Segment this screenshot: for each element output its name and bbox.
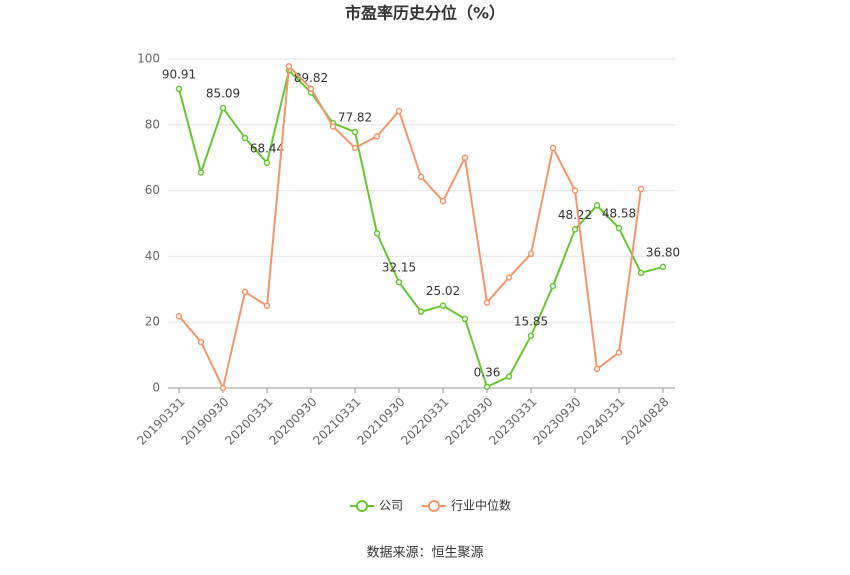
data-point — [329, 123, 337, 130]
data-point — [549, 144, 557, 152]
data-point — [461, 315, 469, 323]
data-point — [527, 332, 535, 340]
data-point — [439, 197, 447, 205]
data-point — [615, 349, 623, 356]
y-tick-label: 20 — [145, 315, 160, 329]
data-point — [637, 269, 645, 277]
data-point — [593, 202, 601, 209]
data-point — [285, 62, 293, 70]
data-point — [417, 173, 425, 181]
data-point — [373, 230, 381, 237]
data-label: 90.91 — [162, 67, 196, 81]
data-point — [241, 134, 249, 142]
data-point — [417, 308, 425, 315]
data-point — [527, 250, 535, 258]
chart-title: 市盈率历史分位（%） — [345, 4, 505, 23]
data-label: 68.44 — [250, 141, 284, 155]
series-line — [178, 63, 642, 392]
data-point — [241, 288, 249, 296]
data-label: 89.82 — [294, 71, 328, 85]
data-point — [395, 278, 403, 286]
data-point — [351, 128, 359, 136]
y-tick-label: 0 — [152, 381, 160, 395]
data-point — [395, 107, 403, 115]
data-point — [615, 224, 623, 232]
data-label: 36.80 — [646, 245, 680, 259]
data-point — [263, 159, 271, 167]
data-label: 48.22 — [558, 208, 592, 222]
data-point — [219, 104, 227, 112]
y-tick-label: 80 — [145, 117, 160, 131]
data-point — [219, 384, 227, 392]
legend-label: 公司 — [379, 499, 403, 513]
data-point — [593, 365, 601, 373]
data-point — [483, 299, 491, 306]
legend-marker — [428, 500, 440, 512]
y-tick-label: 100 — [137, 52, 160, 66]
data-label: 32.15 — [382, 261, 416, 275]
data-label: 77.82 — [338, 110, 372, 124]
data-point — [483, 383, 491, 391]
data-point — [461, 154, 469, 161]
data-point — [351, 144, 359, 152]
data-point — [197, 169, 205, 176]
data-point — [197, 338, 205, 346]
legend-label: 行业中位数 — [451, 498, 511, 513]
data-point — [439, 302, 447, 309]
source: 数据来源：恒生聚源 — [366, 546, 483, 561]
data-label: 25.02 — [426, 284, 460, 298]
data-label: 48.58 — [602, 207, 636, 221]
data-point — [505, 373, 513, 380]
data-label: 15.85 — [514, 314, 548, 328]
data-point — [373, 133, 381, 140]
data-point — [571, 187, 579, 194]
y-tick-label: 40 — [145, 249, 160, 263]
data-point — [659, 263, 667, 271]
data-point — [307, 85, 315, 92]
data-point — [549, 282, 557, 290]
legend-marker — [356, 500, 368, 512]
x-tick-label: 20240828 — [619, 395, 672, 448]
data-point — [637, 185, 645, 193]
data-point — [505, 274, 513, 281]
data-point — [175, 313, 183, 320]
data-point — [571, 226, 579, 233]
y-tick-label: 60 — [145, 183, 160, 197]
series-line — [178, 68, 664, 389]
data-label: 85.09 — [206, 87, 240, 101]
data-point — [263, 302, 271, 309]
data-label: 0.36 — [474, 365, 501, 379]
data-point — [175, 85, 183, 93]
